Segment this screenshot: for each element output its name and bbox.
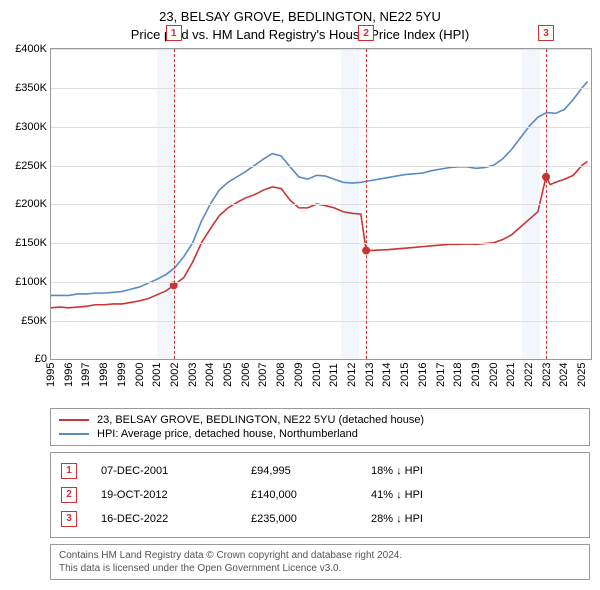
x-tick-label: 1997: [80, 363, 92, 387]
event-badge: 3: [538, 25, 554, 41]
gridline: [51, 321, 591, 322]
legend-label: 23, BELSAY GROVE, BEDLINGTON, NE22 5YU (…: [97, 414, 424, 426]
x-tick-label: 2018: [452, 363, 464, 387]
x-tick-label: 1996: [63, 363, 75, 387]
gridline: [51, 166, 591, 167]
x-tick-label: 2021: [505, 363, 517, 387]
legend-row: 23, BELSAY GROVE, BEDLINGTON, NE22 5YU (…: [59, 413, 581, 427]
x-tick-label: 2017: [435, 363, 447, 387]
x-tick-label: 2015: [399, 363, 411, 387]
events-table: 1 07-DEC-2001£94,99518% ↓ HPI 2 19-OCT-2012…: [50, 452, 590, 538]
event-date: 16-DEC-2022: [101, 513, 251, 525]
event-price: £235,000: [251, 513, 371, 525]
gridline: [51, 243, 591, 244]
x-tick-label: 2004: [204, 363, 216, 387]
legend-label: HPI: Average price, detached house, Nort…: [97, 428, 358, 440]
y-tick-label: £250K: [15, 160, 47, 172]
x-tick-label: 2005: [222, 363, 234, 387]
legend-row: HPI: Average price, detached house, Nort…: [59, 427, 581, 441]
gridline: [51, 127, 591, 128]
y-tick-label: £100K: [15, 276, 47, 288]
x-tick-label: 1998: [98, 363, 110, 387]
x-tick-label: 2009: [293, 363, 305, 387]
event-badge-small: 2: [61, 487, 77, 503]
event-badge: 1: [166, 25, 182, 41]
event-price: £94,995: [251, 465, 371, 477]
x-tick-label: 2003: [187, 363, 199, 387]
x-tick-label: 2006: [240, 363, 252, 387]
chart-container: 23, BELSAY GROVE, BEDLINGTON, NE22 5YU P…: [0, 0, 600, 580]
x-tick-label: 2024: [558, 363, 570, 387]
event-delta: 41% ↓ HPI: [371, 489, 423, 501]
footer-line1: Contains HM Land Registry data © Crown c…: [59, 549, 581, 562]
gridline: [51, 204, 591, 205]
event-price: £140,000: [251, 489, 371, 501]
legend-box: 23, BELSAY GROVE, BEDLINGTON, NE22 5YU (…: [50, 408, 590, 446]
x-tick-label: 2010: [311, 363, 323, 387]
event-row: 2 19-OCT-2012£140,00041% ↓ HPI: [61, 483, 579, 507]
gridline: [51, 282, 591, 283]
event-line: [174, 49, 175, 359]
x-tick-label: 1995: [45, 363, 57, 387]
x-tick-label: 2023: [541, 363, 553, 387]
event-row: 1 07-DEC-2001£94,99518% ↓ HPI: [61, 459, 579, 483]
series-line: [51, 82, 587, 296]
x-tick-label: 2019: [470, 363, 482, 387]
y-tick-label: £150K: [15, 237, 47, 249]
x-tick-label: 2007: [257, 363, 269, 387]
event-badge-small: 1: [61, 463, 77, 479]
title-subtitle: Price paid vs. HM Land Registry's House …: [0, 26, 600, 44]
y-tick-label: £50K: [21, 315, 47, 327]
y-tick-label: £400K: [15, 43, 47, 55]
plot-area: £0£50K£100K£150K£200K£250K£300K£350K£400…: [50, 48, 592, 360]
gridline: [51, 88, 591, 89]
event-badge-small: 3: [61, 511, 77, 527]
series-line: [51, 162, 587, 308]
x-tick-label: 2000: [134, 363, 146, 387]
x-tick-label: 2011: [328, 364, 340, 388]
footer-line2: This data is licensed under the Open Gov…: [59, 562, 581, 575]
x-tick-label: 2022: [523, 363, 535, 387]
legend-swatch: [59, 419, 89, 421]
event-delta: 18% ↓ HPI: [371, 465, 423, 477]
y-tick-label: £350K: [15, 82, 47, 94]
x-tick-label: 2016: [417, 363, 429, 387]
event-line: [546, 49, 547, 359]
y-tick-label: £200K: [15, 198, 47, 210]
event-line: [366, 49, 367, 359]
legend-swatch: [59, 433, 89, 435]
x-tick-label: 2001: [151, 363, 163, 387]
event-badge: 2: [358, 25, 374, 41]
x-tick-label: 1999: [116, 363, 128, 387]
x-tick-label: 2013: [364, 363, 376, 387]
event-date: 07-DEC-2001: [101, 465, 251, 477]
x-tick-label: 2008: [275, 363, 287, 387]
title-address: 23, BELSAY GROVE, BEDLINGTON, NE22 5YU: [0, 8, 600, 26]
x-tick-label: 2014: [381, 363, 393, 387]
x-tick-label: 2020: [488, 363, 500, 387]
event-row: 3 16-DEC-2022£235,00028% ↓ HPI: [61, 507, 579, 531]
footer-note: Contains HM Land Registry data © Crown c…: [50, 544, 590, 580]
gridline: [51, 49, 591, 50]
x-tick-label: 2025: [576, 363, 588, 387]
y-tick-label: £300K: [15, 121, 47, 133]
x-tick-label: 2012: [346, 363, 358, 387]
x-tick-label: 2002: [169, 363, 181, 387]
title-block: 23, BELSAY GROVE, BEDLINGTON, NE22 5YU P…: [0, 0, 600, 48]
event-delta: 28% ↓ HPI: [371, 513, 423, 525]
event-date: 19-OCT-2012: [101, 489, 251, 501]
